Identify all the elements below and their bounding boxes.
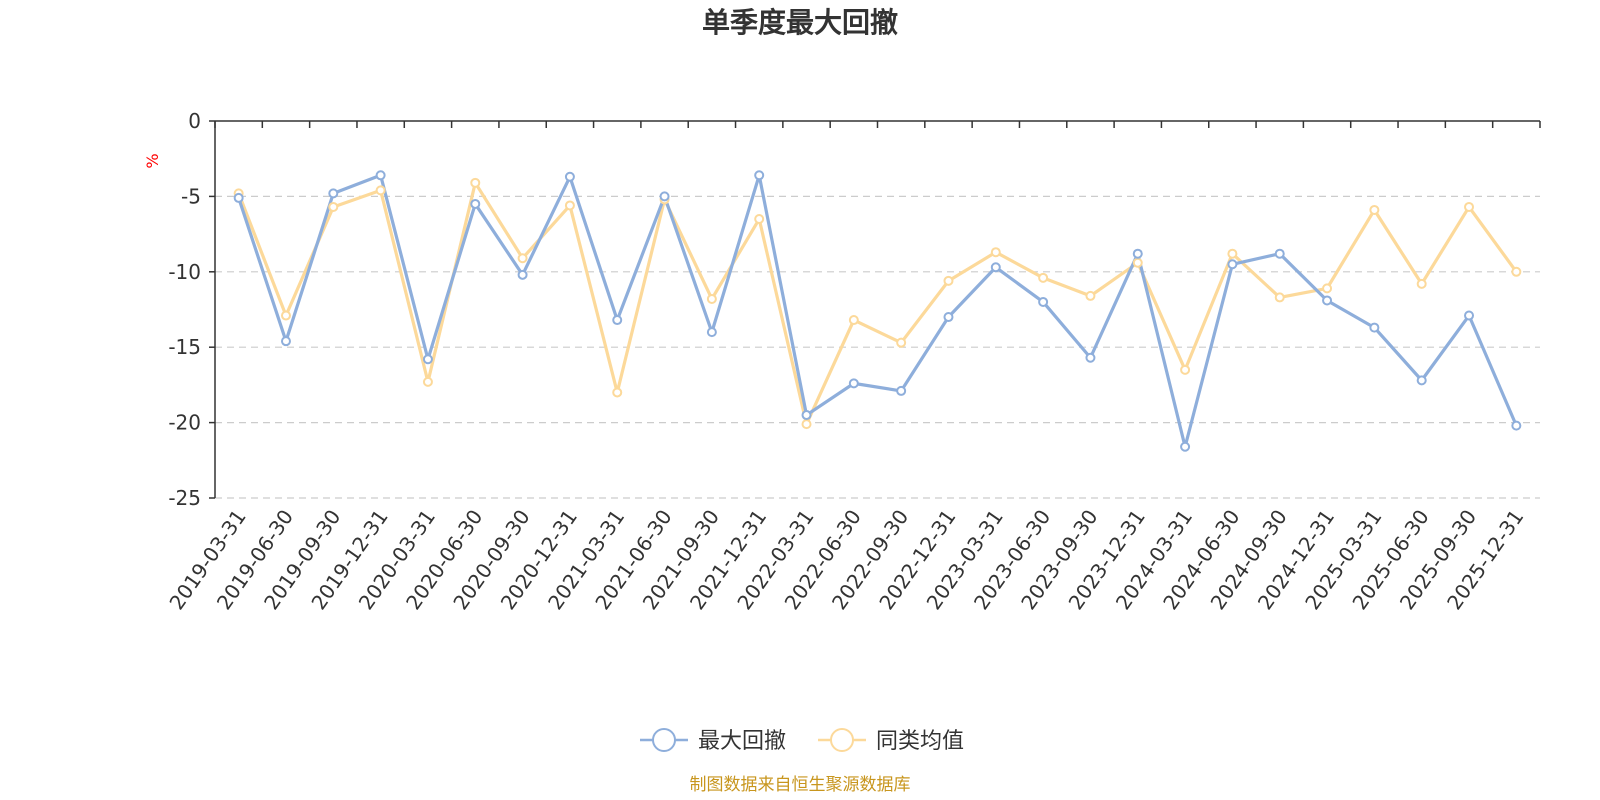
legend-marker — [830, 728, 854, 752]
data-point[interactable] — [280, 310, 291, 321]
data-point[interactable] — [943, 275, 954, 286]
data-point[interactable] — [943, 312, 954, 323]
data-point[interactable] — [1464, 310, 1475, 321]
data-point[interactable] — [1511, 420, 1522, 431]
data-point[interactable] — [517, 253, 528, 264]
y-tick-label: -10 — [168, 260, 201, 284]
legend-marker — [652, 728, 676, 752]
series-lines — [233, 170, 1522, 452]
data-point[interactable] — [564, 171, 575, 182]
data-point[interactable] — [470, 198, 481, 209]
data-point[interactable] — [706, 293, 717, 304]
data-point[interactable] — [1322, 283, 1333, 294]
data-point[interactable] — [1416, 278, 1427, 289]
data-point[interactable] — [375, 185, 386, 196]
data-point[interactable] — [280, 336, 291, 347]
data-point[interactable] — [990, 247, 1001, 258]
data-point[interactable] — [1511, 266, 1522, 277]
data-point[interactable] — [1180, 441, 1191, 452]
legend-item-1[interactable]: 同类均值 — [818, 728, 964, 754]
data-point[interactable] — [328, 201, 339, 212]
data-point[interactable] — [848, 378, 859, 389]
data-point[interactable] — [801, 410, 812, 421]
series-line-0 — [237, 173, 1518, 449]
data-point[interactable] — [517, 269, 528, 280]
data-point[interactable] — [1085, 352, 1096, 363]
data-point[interactable] — [1180, 364, 1191, 375]
data-point[interactable] — [1464, 201, 1475, 212]
data-point[interactable] — [990, 262, 1001, 273]
legend-label: 同类均值 — [876, 729, 964, 754]
data-point[interactable] — [233, 192, 244, 203]
data-point[interactable] — [1038, 296, 1049, 307]
data-source-note: 制图数据来自恒生聚源数据库 — [690, 775, 911, 795]
legend[interactable]: 最大回撤 同类均值 — [640, 728, 964, 754]
data-point[interactable] — [896, 385, 907, 396]
data-point[interactable] — [1038, 272, 1049, 283]
y-tick-label: -25 — [168, 486, 201, 510]
data-point[interactable] — [659, 191, 670, 202]
data-point[interactable] — [1085, 290, 1096, 301]
data-point[interactable] — [1274, 248, 1285, 259]
y-tick-label: 0 — [188, 109, 201, 133]
chart-title: 单季度最大回撤 — [702, 6, 898, 39]
data-point[interactable] — [422, 354, 433, 365]
data-point[interactable] — [1322, 295, 1333, 306]
data-point[interactable] — [754, 214, 765, 225]
y-tick-label: -5 — [181, 184, 201, 208]
data-point[interactable] — [801, 419, 812, 430]
data-point[interactable] — [564, 200, 575, 211]
y-axis-unit: % — [143, 153, 162, 168]
axes — [209, 120, 1541, 499]
x-tick-labels: 2019-03-312019-06-302019-09-302019-12-31… — [164, 505, 1528, 614]
data-point[interactable] — [612, 315, 623, 326]
data-point[interactable] — [754, 170, 765, 181]
data-point[interactable] — [1369, 204, 1380, 215]
data-point[interactable] — [896, 337, 907, 348]
data-point[interactable] — [706, 327, 717, 338]
data-point[interactable] — [1227, 248, 1238, 259]
data-point[interactable] — [1132, 257, 1143, 268]
data-point[interactable] — [422, 376, 433, 387]
y-tick-label: -20 — [168, 411, 201, 435]
data-point[interactable] — [1416, 375, 1427, 386]
legend-item-0[interactable]: 最大回撤 — [640, 728, 786, 754]
data-point[interactable] — [1369, 322, 1380, 333]
y-tick-label: -15 — [168, 335, 201, 359]
data-point[interactable] — [1227, 259, 1238, 270]
data-point[interactable] — [328, 188, 339, 199]
data-point[interactable] — [848, 315, 859, 326]
legend-label: 最大回撤 — [698, 729, 786, 754]
data-point[interactable] — [470, 177, 481, 188]
data-point[interactable] — [1274, 292, 1285, 303]
y-tick-labels: 0 -5 -10 -15 -20 -25 — [168, 109, 201, 510]
gridlines — [215, 195, 1540, 499]
data-point[interactable] — [375, 170, 386, 181]
data-point[interactable] — [612, 387, 623, 398]
data-point[interactable] — [1132, 248, 1143, 259]
